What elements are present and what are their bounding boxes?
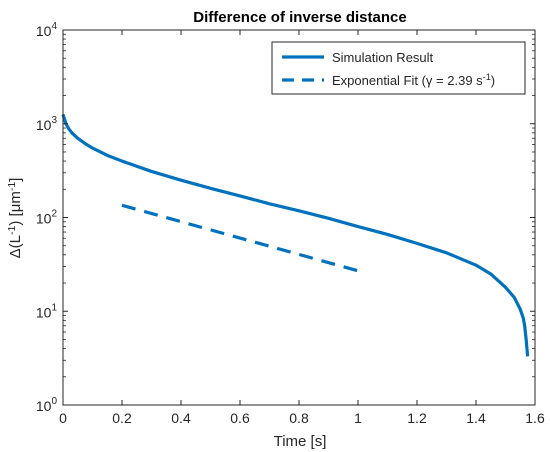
series-layer bbox=[61, 113, 530, 357]
x-tick-label: 1.2 bbox=[407, 410, 427, 426]
y-tick-label: 102 bbox=[36, 209, 58, 227]
label-segment: ) [μm bbox=[7, 191, 24, 225]
y-tick-base: 10 bbox=[36, 211, 52, 227]
y-axis-label: Δ(L-1) [μm-1] bbox=[6, 178, 24, 259]
y-tick-exponent: 4 bbox=[51, 21, 57, 32]
x-tick-label: 0.4 bbox=[171, 410, 191, 426]
y-tick-label: 100 bbox=[36, 396, 58, 414]
label-segment: Exponential Fit (γ = 2.39 s bbox=[332, 73, 483, 88]
x-tick-label: 0.6 bbox=[230, 410, 250, 426]
chart-title: Difference of inverse distance bbox=[193, 9, 406, 26]
y-tick-base: 10 bbox=[36, 117, 52, 133]
label-segment: -1 bbox=[483, 72, 491, 82]
legend-label-1: Exponential Fit (γ = 2.39 s-1) bbox=[332, 72, 495, 88]
label-segment: ] bbox=[7, 178, 24, 182]
legend-box bbox=[271, 41, 526, 95]
y-tick-exponent: 3 bbox=[51, 115, 57, 126]
y-tick-label: 103 bbox=[36, 115, 58, 133]
y-tick-base: 10 bbox=[36, 304, 52, 320]
y-tick-exponent: 0 bbox=[51, 396, 57, 407]
y-tick-base: 10 bbox=[36, 398, 52, 414]
series-line-1 bbox=[121, 203, 359, 273]
x-axis-label: Time [s] bbox=[274, 433, 327, 450]
x-tick-label: 1.4 bbox=[466, 410, 486, 426]
x-tick-label: 0.8 bbox=[289, 410, 309, 426]
x-tick-label: 0 bbox=[59, 410, 67, 426]
legend-label-0: Simulation Result bbox=[332, 50, 434, 65]
label-segment: ) bbox=[491, 73, 495, 88]
label-segment: -1 bbox=[6, 182, 18, 191]
legend: Simulation Result Exponential Fit (γ = 2.… bbox=[271, 41, 526, 95]
y-tick-label: 104 bbox=[36, 21, 58, 39]
label-segment: -1 bbox=[6, 225, 18, 234]
y-tick-base: 10 bbox=[36, 23, 52, 39]
y-tick-exponent: 2 bbox=[51, 209, 57, 220]
y-tick-exponent: 1 bbox=[51, 302, 57, 313]
x-tick-label: 0.2 bbox=[112, 410, 132, 426]
x-tick-label: 1.6 bbox=[525, 410, 545, 426]
series-line-0 bbox=[61, 113, 530, 357]
y-tick-label: 101 bbox=[36, 302, 58, 320]
x-tick-label: 1 bbox=[354, 410, 362, 426]
label-segment: Δ(L bbox=[7, 235, 24, 258]
